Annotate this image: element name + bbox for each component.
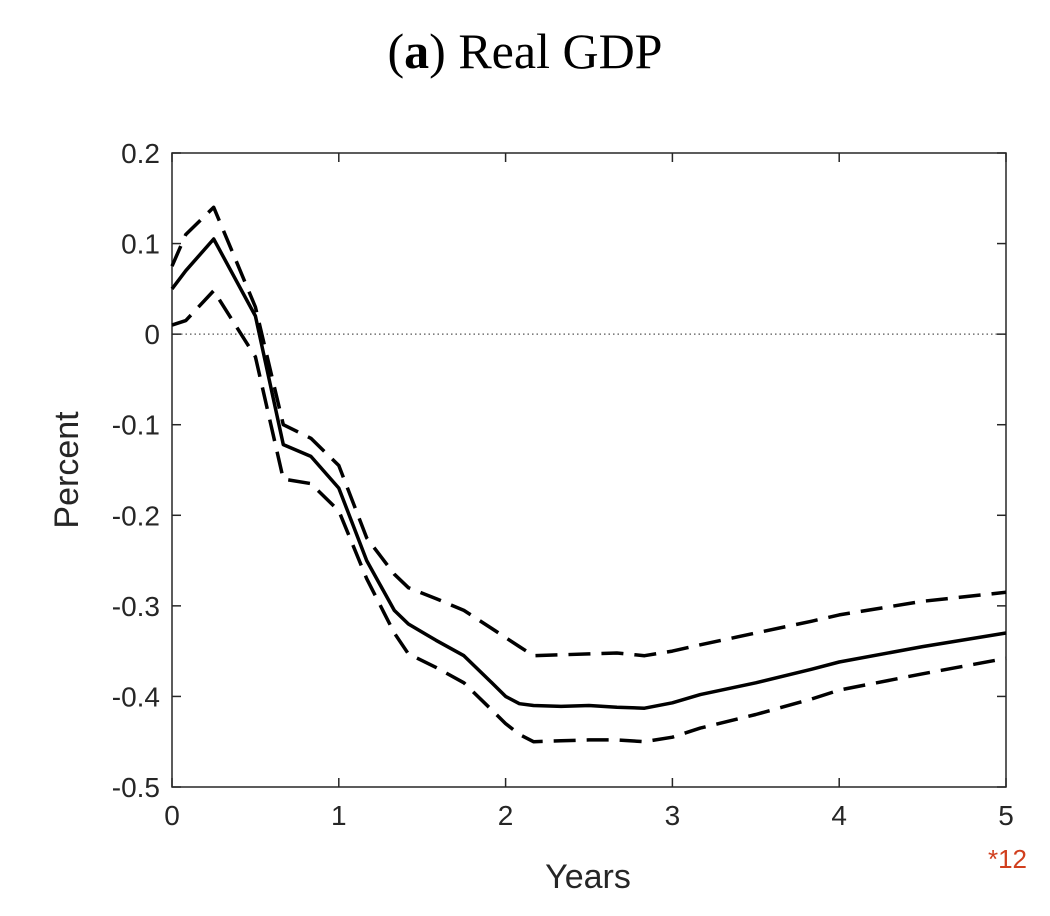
x-tick-label: 4 [831,800,847,831]
x-tick-label: 5 [998,800,1014,831]
x-tick-label: 3 [665,800,681,831]
title-text: Real GDP [458,23,663,79]
axes-layer: 0 1 2 3 4 5 0.2 0.1 0 -0.1 -0.2 -0.3 -0.4 -0.5 [112,138,1014,831]
x-axis-label: Years [545,858,631,896]
title-panel-letter: a [404,23,430,79]
x-multiplier-label: *12 [988,844,1027,874]
series-line-lower-band [171,288,1007,744]
chart-title: (a) Real GDP [0,22,1050,80]
x-tick-label: 2 [498,800,514,831]
y-tick-label: 0.1 [121,229,160,260]
y-tick-label: 0.2 [121,138,160,169]
y-axis-label: Percent [48,411,86,529]
y-tick-label: 0 [144,319,160,350]
series-line-upper-band [170,205,1007,658]
y-tick-label: -0.3 [112,591,160,622]
y-tick-label: -0.4 [112,681,160,712]
y-tick-label: -0.5 [112,772,160,803]
x-tick-label: 0 [164,800,180,831]
plot-frame [171,152,1007,788]
series-layer [170,205,1007,744]
title-panel-label: (a) [387,23,446,79]
x-tick-label: 1 [331,800,347,831]
y-tick-label: -0.1 [112,410,160,441]
y-tick-label: -0.2 [112,500,160,531]
series-line-estimate [170,237,1007,710]
labels-layer: Years Percent *12 [48,411,1027,896]
